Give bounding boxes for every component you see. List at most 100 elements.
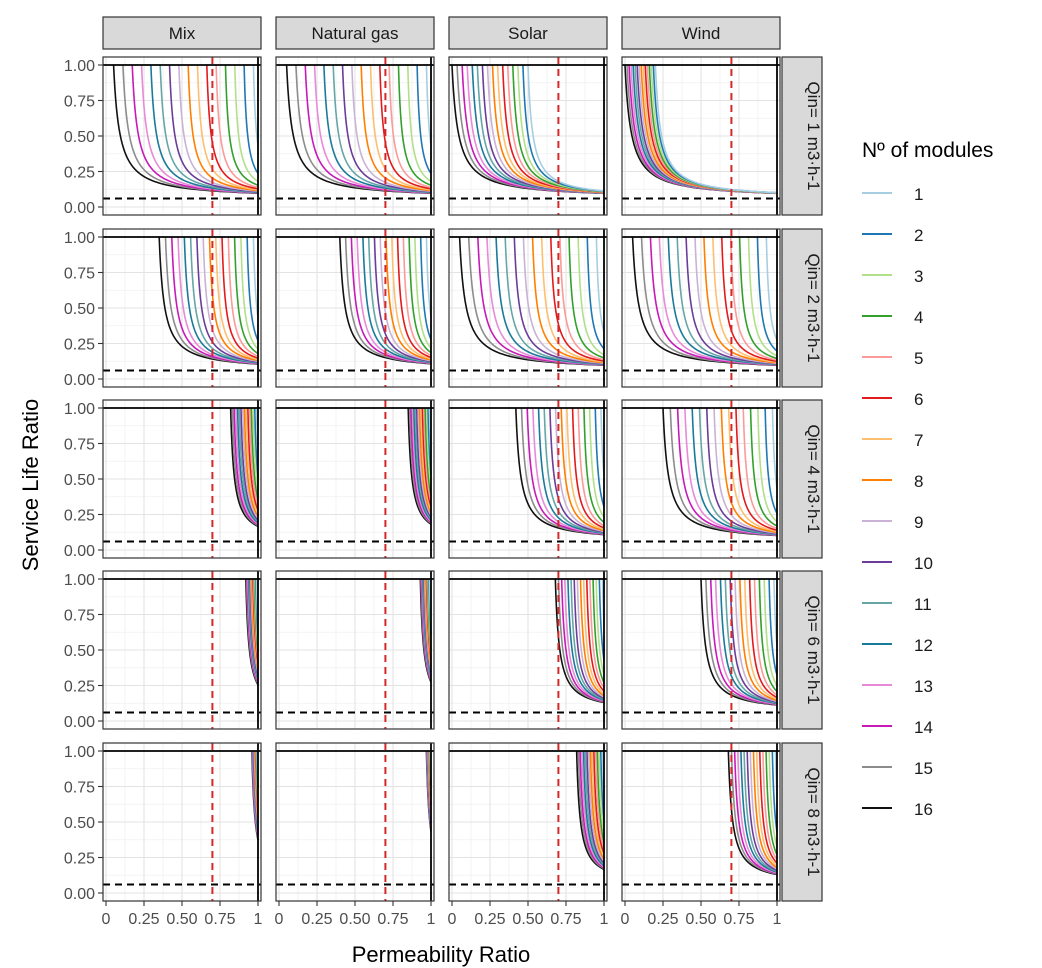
series-line-6 [206,64,259,190]
series-line-8 [720,407,778,534]
series-line-11 [367,236,432,363]
y-tick-label: 1.00 [64,58,95,75]
series-line-12 [719,578,778,705]
y-tick-label: 1.00 [64,230,95,247]
series-line-2 [771,751,778,833]
x-tick-label: 0 [275,911,284,928]
y-tick-label: 0.00 [64,372,95,389]
panel-border [275,399,435,559]
series-line-4 [758,578,778,693]
series-line-10 [168,64,259,193]
x-tick-label: 1 [427,911,436,928]
series-line-15 [408,407,432,524]
series-line-10 [341,64,432,193]
series-line-12 [362,236,432,364]
series-line-3 [747,236,778,357]
series-line-9 [379,236,432,362]
series-line-11 [724,578,778,704]
series-line-2 [416,64,432,174]
y-tick-label: 0.50 [64,129,95,146]
legend-label-15: 15 [914,759,933,778]
series-line-7 [369,64,432,191]
legend-label-6: 6 [914,390,923,409]
series-line-10 [705,407,778,535]
series-line-11 [189,236,259,364]
series-line-11 [570,578,605,701]
x-tick-label: 0.75 [550,911,581,928]
series-line-8 [243,407,259,517]
panel-border [275,56,435,216]
series-line-7 [420,407,432,511]
series-line-6 [748,578,778,699]
panel [102,570,262,730]
x-tick-label: 0.25 [301,911,332,928]
panel-border [621,228,781,388]
series-line-4 [765,750,778,856]
series-line-3 [768,750,778,847]
series-line-9 [417,407,432,516]
series-line-8 [187,64,259,192]
x-tick-label: 1 [254,911,263,928]
y-axis-title: Service Life Ratio [18,399,43,571]
x-tick-label: 1 [773,911,782,928]
series-line-14 [233,407,259,526]
column-strip [275,16,435,50]
row-strip [781,399,823,559]
series-line-7 [540,236,605,363]
series-line-3 [598,750,605,835]
series-line-14 [410,407,432,523]
series-line-2 [586,236,605,350]
series-line-7 [591,750,605,857]
series-line-2 [756,236,778,352]
series-line-2 [594,407,605,507]
y-tick-label: 1.00 [64,744,95,761]
series-line-13 [411,407,432,522]
series-line-16 [229,407,259,528]
x-tick-label: 0.25 [647,911,678,928]
y-tick-label: 0.50 [64,815,95,832]
series-line-10 [685,236,778,365]
y-tick-label: 1.00 [64,572,95,589]
legend-title: Nº of modules [862,139,993,162]
series-line-3 [406,64,432,183]
series-line-5 [742,407,778,530]
x-tick-label: 0.50 [339,911,370,928]
series-line-8 [385,236,432,361]
legend-label-13: 13 [914,677,933,696]
series-line-5 [753,578,778,696]
panel [621,570,781,730]
y-tick-label: 0.00 [64,714,95,731]
series-line-4 [738,236,778,360]
panel [621,228,781,388]
series-line-13 [714,578,778,705]
y-tick-label: 0.75 [64,608,95,625]
series-line-7 [196,64,259,191]
legend-label-2: 2 [914,226,923,245]
y-tick-label: 0.75 [64,780,95,797]
series-line-6 [585,578,605,692]
x-tick-label: 0.75 [204,911,235,928]
series-line-10 [729,578,778,703]
panel [275,228,435,388]
panel [275,570,435,730]
x-tick-label: 0.25 [128,911,159,928]
series-line-3 [425,407,432,488]
series-line-7 [712,236,778,363]
x-tick-label: 0.25 [474,911,505,928]
series-line-2 [598,579,605,661]
series-line-7 [755,750,778,867]
panel [621,399,781,559]
series-line-11 [414,407,432,520]
series-line-1 [765,236,778,341]
row-strip [781,742,823,902]
y-tick-label: 0.50 [64,643,95,660]
x-tick-label: 1 [600,911,609,928]
series-line-12 [537,407,605,535]
series-line-4 [397,64,432,186]
column-strip-label: Wind [682,24,721,43]
series-line-12 [236,407,259,524]
series-line-10 [549,407,605,533]
panel [275,742,435,902]
y-tick-label: 0.00 [64,886,95,903]
